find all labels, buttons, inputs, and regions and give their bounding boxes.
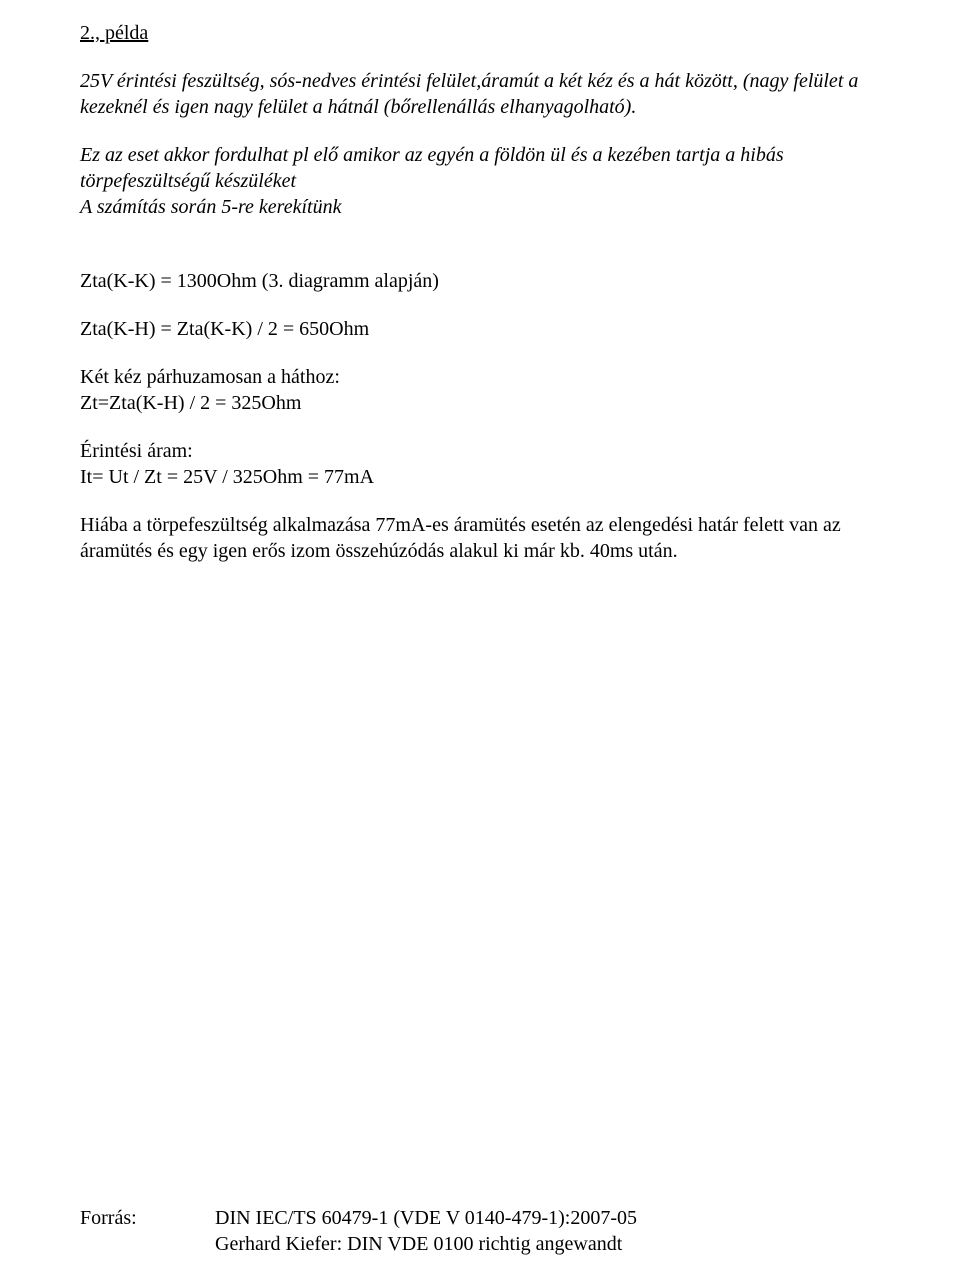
scenario-paragraph: 25V érintési feszültség, sós-nedves érin…: [80, 68, 880, 120]
example-heading: 2., példa: [80, 20, 880, 46]
conclusion-paragraph: Hiába a törpefeszültség alkalmazása 77mA…: [80, 512, 880, 564]
calc-it: It= Ut / Zt = 25V / 325Ohm = 77mA: [80, 464, 880, 490]
calc-touch-current-label: Érintési áram:: [80, 438, 880, 464]
case-description-line2: A számítás során 5-re kerekítünk: [80, 194, 880, 220]
spacer: [80, 490, 880, 512]
calc-zta-kk: Zta(K-K) = 1300Ohm (3. diagramm alapján): [80, 268, 880, 294]
document-page: 2., példa 25V érintési feszültség, sós-n…: [0, 0, 960, 1277]
footer-ref-2: Gerhard Kiefer: DIN VDE 0100 richtig ang…: [215, 1233, 622, 1255]
case-description-line1: Ez az eset akkor fordulhat pl elő amikor…: [80, 142, 880, 194]
footer: Forrás: DIN IEC/TS 60479-1 (VDE V 0140-4…: [80, 1205, 880, 1257]
footer-references: DIN IEC/TS 60479-1 (VDE V 0140-479-1):20…: [215, 1205, 637, 1257]
spacer: [80, 220, 880, 268]
calc-zta-kh: Zta(K-H) = Zta(K-K) / 2 = 650Ohm: [80, 316, 880, 342]
calc-zt: Zt=Zta(K-H) / 2 = 325Ohm: [80, 390, 880, 416]
footer-ref-1: DIN IEC/TS 60479-1 (VDE V 0140-479-1):20…: [215, 1207, 637, 1229]
calc-parallel-label: Két kéz párhuzamosan a háthoz:: [80, 364, 880, 390]
spacer: [80, 416, 880, 438]
footer-label: Forrás:: [80, 1205, 210, 1231]
